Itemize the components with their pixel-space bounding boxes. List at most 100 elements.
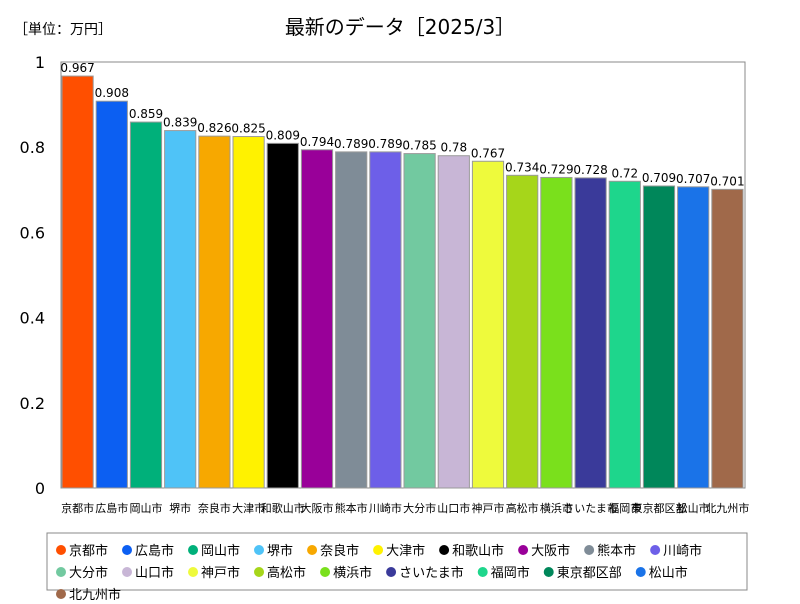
- bar-value-label: 0.839: [163, 116, 197, 130]
- x-tick-label: 松山市: [677, 501, 710, 515]
- x-tick-label: 大阪市: [301, 501, 334, 515]
- bar: [608, 180, 641, 489]
- legend-marker: [584, 545, 595, 555]
- legend-label: 大分市: [69, 565, 108, 581]
- x-tick-label: 横浜市: [540, 501, 573, 515]
- x-tick-label: 山口市: [437, 501, 470, 515]
- bar-value-label: 0.908: [95, 86, 129, 100]
- x-tick-label: 熊本市: [335, 501, 368, 515]
- bar: [403, 153, 436, 489]
- bar: [266, 142, 299, 489]
- legend-label: 高松市: [267, 565, 306, 581]
- x-tick-label: 奈良市: [198, 501, 231, 515]
- legend-label: 松山市: [649, 565, 688, 581]
- legend-marker: [122, 567, 133, 577]
- y-tick-label: 1: [35, 53, 45, 72]
- legend-marker: [188, 567, 199, 577]
- legend-marker: [439, 545, 450, 555]
- legend-marker: [56, 567, 66, 577]
- x-tick-label: 京都市: [61, 501, 94, 515]
- bar-value-label: 0.707: [676, 172, 710, 186]
- x-tick-label: 神戸市: [472, 501, 505, 515]
- x-tick-label: 大分市: [403, 501, 436, 515]
- bar-value-label: 0.729: [539, 162, 573, 176]
- legend-label: 神戸市: [201, 565, 240, 581]
- legend-label: 北九州市: [69, 587, 121, 600]
- legend-marker: [307, 545, 318, 555]
- bar: [574, 177, 607, 489]
- unit-label: ［単位：万円］: [14, 22, 112, 38]
- legend-marker: [56, 589, 66, 599]
- legend-marker: [477, 567, 488, 577]
- bar: [129, 121, 163, 489]
- bar: [300, 149, 334, 489]
- legend-box: [46, 532, 748, 591]
- bar-value-label: 0.859: [129, 107, 163, 121]
- bar-value-label: 0.967: [60, 61, 94, 75]
- bar-value-label: 0.789: [368, 137, 402, 151]
- legend-label: 川崎市: [663, 543, 702, 559]
- legend-label: 和歌山市: [452, 543, 504, 559]
- legend-marker: [320, 567, 331, 577]
- x-tick-label: 堺市: [169, 501, 191, 515]
- legend-marker: [543, 567, 554, 577]
- bar-value-label: 0.734: [505, 160, 539, 174]
- bar-value-label: 0.72: [611, 166, 638, 180]
- x-tick-label: 岡山市: [130, 501, 163, 515]
- bar: [198, 135, 231, 489]
- legend-label: 熊本市: [597, 543, 636, 559]
- bar: [642, 185, 676, 489]
- legend-marker: [386, 567, 397, 577]
- legend-marker: [254, 545, 265, 555]
- legend-label: 京都市: [69, 543, 108, 559]
- bar-value-label: 0.728: [573, 163, 607, 177]
- x-tick-label: さいたま市: [563, 501, 618, 515]
- legend-label: 横浜市: [333, 565, 372, 581]
- legend-label: 奈良市: [320, 543, 359, 559]
- bar: [711, 188, 744, 489]
- y-axis-ticks: 0 0.2 0.4 0.6 0.8 1: [20, 53, 45, 498]
- x-tick-label: 大津市: [232, 501, 265, 515]
- bar: [540, 176, 573, 489]
- legend-label: 岡山市: [201, 543, 240, 559]
- legend-label: 東京都区部: [557, 565, 622, 581]
- legend-label: 堺市: [267, 543, 293, 559]
- bar: [437, 155, 470, 489]
- bar: [471, 160, 505, 489]
- bar-value-label: 0.809: [266, 128, 300, 142]
- bar-value-label: 0.709: [642, 171, 676, 185]
- y-tick-label: 0.2: [20, 394, 45, 413]
- chart-title: 最新のデータ［2025/3］: [285, 15, 515, 39]
- bar: [335, 151, 368, 489]
- x-tick-label: 北九州市: [705, 501, 749, 515]
- legend-label: 福岡市: [491, 565, 530, 581]
- legend-label: 大津市: [386, 543, 425, 559]
- bar: [164, 130, 197, 489]
- bar: [677, 186, 710, 489]
- legend-label: 広島市: [135, 543, 174, 559]
- x-axis-labels: 京都市 広島市 岡山市 堺市 奈良市 大津市和歌山市大阪市 熊本市 川崎市 大分市 山口市 神戸市高…: [61, 501, 749, 515]
- bar-value-label: 0.826: [197, 121, 231, 135]
- bar: [95, 100, 128, 489]
- legend-marker: [518, 545, 529, 555]
- legend-marker: [122, 545, 133, 555]
- x-tick-label: 和歌山市: [261, 501, 305, 515]
- legend-marker: [373, 545, 384, 555]
- legend-label: 山口市: [135, 565, 174, 581]
- legend-marker: [254, 567, 265, 577]
- bar: [506, 174, 539, 489]
- bar-value-label: 0.785: [402, 139, 436, 153]
- x-tick-label: 広島市: [95, 501, 128, 515]
- y-tick-label: 0.6: [20, 223, 45, 242]
- bars: [61, 75, 744, 489]
- bar-value-label: 0.701: [710, 174, 744, 188]
- bar: [369, 151, 402, 489]
- bar-value-label: 0.794: [300, 135, 334, 149]
- x-tick-label: 川崎市: [369, 501, 402, 515]
- legend-marker: [56, 545, 66, 555]
- bar: [61, 75, 94, 489]
- bar-value-label: 0.767: [471, 146, 505, 160]
